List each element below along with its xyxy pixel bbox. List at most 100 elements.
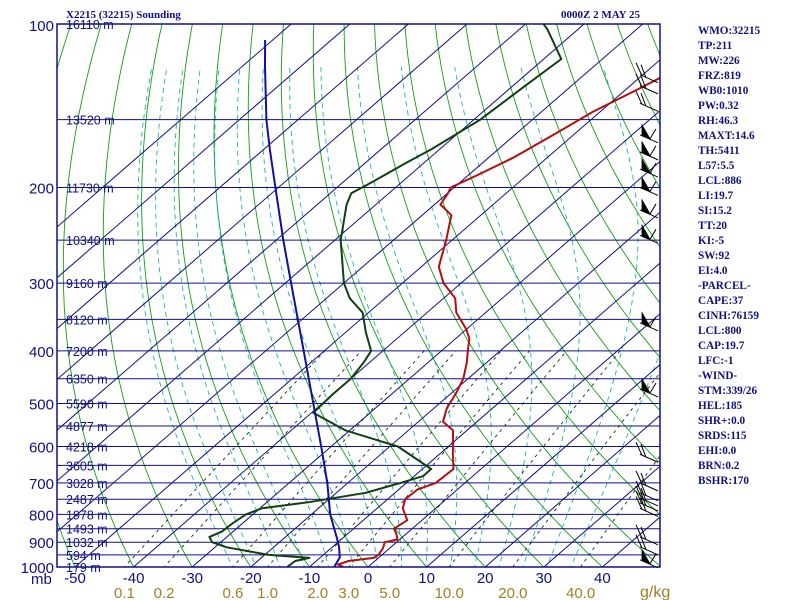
- temperature-tick-label: 10: [418, 570, 435, 587]
- pressure-tick-label: 600: [29, 440, 54, 457]
- height-label: 10340 m: [66, 234, 115, 248]
- wind-barb: [635, 524, 659, 546]
- height-label: 3605 m: [66, 459, 108, 473]
- dry-adiabat: [586, 24, 660, 189]
- height-label: 9160 m: [66, 277, 108, 291]
- sounding-index: LCL:800: [698, 325, 742, 337]
- sounding-index: TT:20: [698, 220, 728, 232]
- temperature-tick-label: -30: [181, 570, 203, 587]
- sounding-datetime: 0000Z 2 MAY 25: [561, 9, 640, 21]
- wind-barb: [639, 123, 659, 144]
- dry-adiabat: [374, 24, 660, 567]
- sounding-index: EI:4.0: [698, 265, 728, 277]
- isotherm: [74, 59, 660, 567]
- moist-adiabat: [320, 66, 428, 567]
- mixing-ratio-tick-label: 0.1: [114, 585, 135, 600]
- sounding-profiles: [208, 24, 660, 567]
- dry-adiabat: [525, 24, 660, 304]
- sounding-index: CAPE:37: [698, 295, 744, 307]
- height-label: 11730 m: [66, 182, 114, 196]
- pressure-tick-label: 400: [29, 344, 54, 361]
- wind-barb: [639, 157, 659, 178]
- sounding-index: CAP:19.7: [698, 340, 745, 352]
- sounding-index: BRN:0.2: [698, 460, 740, 472]
- dry-adiabat: [213, 24, 369, 567]
- isotherm: [425, 363, 660, 567]
- dry-adiabat: [793, 12, 800, 579]
- pressure-tick-label: 800: [29, 507, 54, 524]
- wind-barb: [639, 223, 659, 244]
- mixing-ratio-tick-label: 40.0: [566, 585, 595, 600]
- height-labels: 16110 m 13520 m 11730 m 10340 m 9160 m 8120 m…: [66, 18, 115, 575]
- isotherm: [250, 211, 660, 567]
- mixing-ratio-line: [348, 350, 530, 567]
- wind-barb: [635, 442, 659, 463]
- sounding-index: WB0:1010: [698, 85, 749, 97]
- sounding-index: SRDS:115: [698, 430, 747, 442]
- height-label: 3028 m: [66, 477, 108, 491]
- sounding-index: TP:211: [698, 40, 733, 52]
- moist-adiabat: [454, 66, 533, 567]
- dry-adiabat: [343, 24, 604, 567]
- moist-adiabats: [137, 66, 660, 567]
- dry-adiabat: [102, 24, 193, 567]
- wind-barb: [639, 175, 659, 196]
- temperature-tick-label: 40: [594, 570, 611, 587]
- height-label: 13520 m: [66, 114, 115, 128]
- moist-adiabat: [261, 66, 378, 567]
- dry-adiabat: [57, 24, 76, 567]
- wind-barb: [639, 377, 659, 398]
- sounding-index: LI:19.7: [698, 190, 734, 202]
- sounding-index: BSHR:170: [698, 475, 749, 487]
- mixing-ratio-line: [389, 350, 567, 567]
- sounding-index: MAXT:14.6: [698, 130, 755, 142]
- moist-adiabat: [214, 66, 329, 567]
- temperature-tick-label: -20: [240, 570, 262, 587]
- moist-adiabat: [155, 66, 257, 567]
- sounding-index: WMO:32215: [698, 25, 761, 37]
- moist-adiabat: [546, 66, 639, 567]
- height-label: 1978 m: [66, 508, 108, 522]
- temperature-tick-label: 20: [477, 570, 494, 587]
- isotherm: [367, 313, 660, 567]
- sounding-index: L57:5.5: [698, 160, 735, 172]
- temperature-tick-label: 30: [535, 570, 552, 587]
- dry-adiabat: [763, 12, 800, 579]
- mixing-ratio-line: [123, 350, 326, 567]
- isotherm: [57, 24, 351, 279]
- height-label: 179 m: [66, 561, 101, 575]
- sounding-index: RH:46.3: [698, 115, 739, 127]
- isotherm: [132, 110, 660, 567]
- mixing-ratio-line: [317, 350, 502, 567]
- moist-adiabat: [173, 66, 281, 567]
- height-label: 7200 m: [66, 345, 108, 359]
- temperature-profile: [336, 76, 660, 567]
- mixing-ratio-tick-label: 1.0: [257, 585, 278, 600]
- dry-adiabat: [434, 24, 660, 464]
- sounding-index: -WIND-: [698, 370, 738, 382]
- isotherm: [601, 516, 660, 567]
- dry-adiabat: [247, 24, 428, 567]
- sounding-index: EHI:0.0: [698, 445, 737, 457]
- temperature-tick-label: -40: [123, 570, 145, 587]
- height-label: 8120 m: [66, 313, 108, 327]
- dry-adiabat: [495, 24, 660, 359]
- pressure-tick-label: 200: [29, 181, 54, 198]
- height-label: 4877 m: [66, 420, 108, 434]
- isotherm: [57, 24, 585, 482]
- sounding-index: FRZ:819: [698, 70, 741, 82]
- pressure-tick-label: 100: [29, 18, 54, 35]
- wind-barb: [639, 198, 659, 219]
- sounding-index: HEL:185: [698, 400, 743, 412]
- sounding-index: SW:92: [698, 250, 730, 262]
- wind-barb: [639, 311, 659, 332]
- dry-adiabat: [62, 24, 135, 567]
- height-label: 4218 m: [66, 441, 108, 455]
- sounding-index: -PARCEL-: [698, 280, 751, 292]
- parcel-profile: [264, 39, 341, 567]
- isotherm: [308, 262, 660, 567]
- isotherm: [57, 24, 527, 431]
- height-label: 16110 m: [66, 18, 114, 32]
- height-label: 594 m: [66, 549, 101, 563]
- dry-adiabats: [57, 12, 800, 579]
